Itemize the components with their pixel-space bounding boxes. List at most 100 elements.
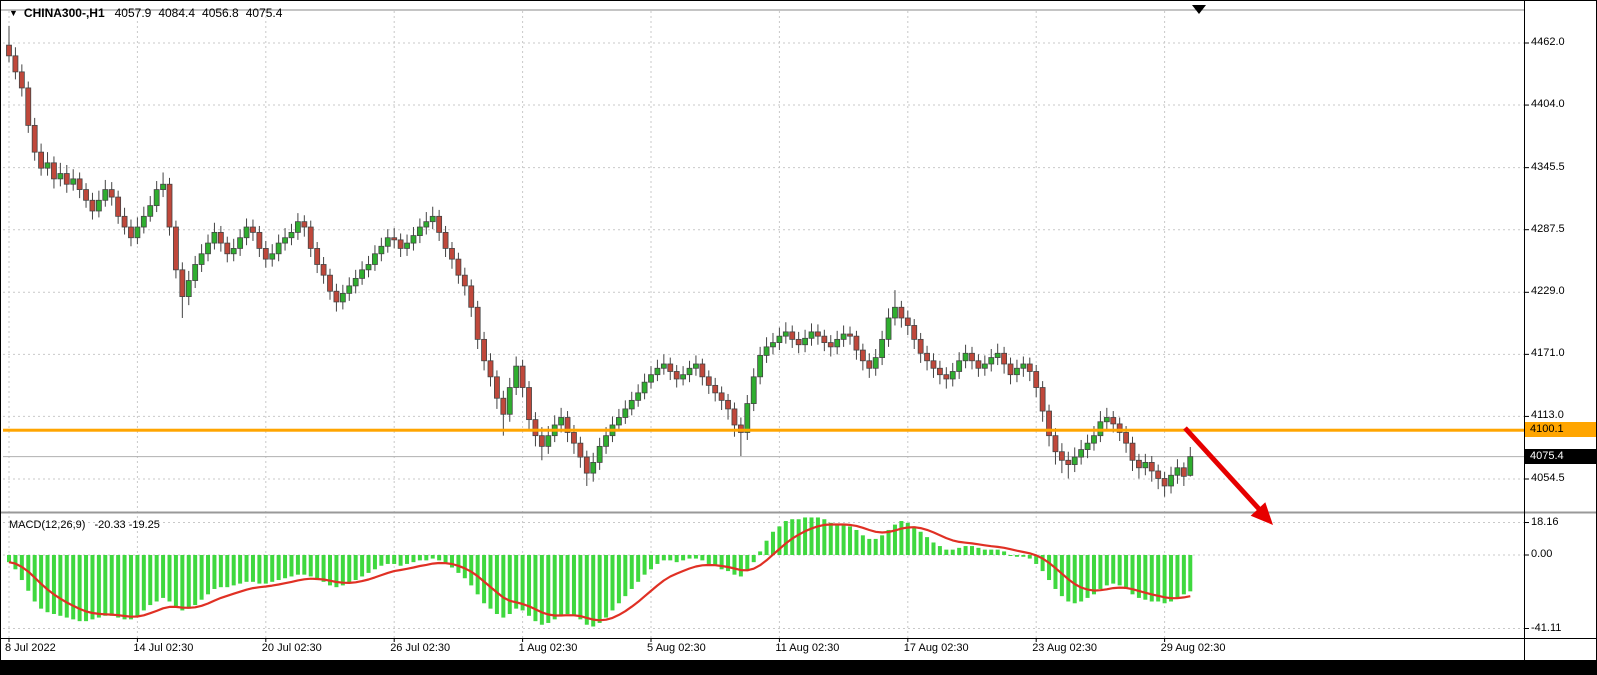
candle [1058,443,1065,474]
macd-bar [867,538,872,555]
macd-bar [109,555,114,616]
candle [847,326,853,345]
macd-bar [154,555,159,602]
macd-bar [1002,551,1007,555]
macd-bar [1111,555,1116,584]
chart-shift-marker-icon[interactable] [1192,5,1206,14]
candle [140,206,147,234]
macd-bar [417,555,422,561]
candle [128,219,134,247]
macd-bar [892,524,897,555]
candle [1071,447,1078,473]
macd-bar [308,555,313,577]
time-axis-label: 11 Aug 02:30 [775,642,840,654]
price-axis-label: 4287.5 [1531,222,1565,235]
macd-bar [668,555,673,561]
candle [705,370,712,394]
candle [789,325,796,348]
macd-bar [713,555,718,566]
macd-bar [578,555,583,620]
macd-axis-label: -41.11 [1531,621,1562,634]
macd-axis-label: 0.00 [1531,548,1553,560]
candle [1065,451,1072,479]
candle [924,345,930,371]
candle [346,277,353,301]
candle [38,143,44,176]
candle [885,308,892,347]
macd-bar [1098,555,1103,589]
candle [648,366,654,389]
candle [1187,447,1194,477]
candle [988,349,995,372]
candle [166,177,173,236]
candle [667,357,674,381]
macd-bar [148,555,153,606]
macd-bar [347,555,352,584]
macd-bar [989,549,994,555]
macd-bar [84,555,89,622]
candle [622,400,629,424]
macd-bar [1188,555,1193,592]
candle [256,225,263,257]
macd-bar [552,555,557,620]
macd-bar [58,555,63,616]
macd-bar [334,555,339,588]
macd-bar [122,555,127,620]
candle [468,279,475,317]
horizontal-line-price-badge: 4100.1 [1525,422,1596,437]
candle [904,310,911,336]
candle [384,229,391,253]
price-axis-label: 4229.0 [1531,285,1565,298]
macd-bar [745,555,750,572]
macd-bar [13,555,18,570]
horizontal-line-object[interactable] [3,428,1524,432]
macd-bar [507,555,512,615]
candle [282,228,288,251]
macd-bar [1091,555,1096,595]
time-axis-label: 8 Jul 2022 [5,642,56,654]
macd-bar [437,555,442,561]
arrow-annotation[interactable] [1183,426,1273,525]
macd-bar [353,555,358,581]
macd-signal-line [8,523,1191,622]
macd-bar [250,555,255,582]
macd-bar [905,522,910,555]
macd-bar [539,555,544,625]
candle [872,349,879,376]
macd-bar [295,555,300,575]
macd-bar [161,555,166,598]
macd-bar [225,555,230,588]
macd-bar [289,555,294,577]
candle [949,362,956,387]
candle [975,354,982,377]
candle [391,228,398,249]
macd-bar [51,555,56,615]
candle [750,368,757,412]
candle [153,181,160,213]
candle [962,344,969,369]
macd-bar [758,551,763,555]
candle [327,268,333,300]
candle [95,190,102,218]
macd-bar [527,555,532,616]
candle [969,346,975,370]
time-axis-label: 20 Jul 02:30 [261,642,322,654]
candle [1084,434,1091,459]
symbol-dropdown-icon[interactable]: ▼ [9,8,18,18]
macd-bar [809,517,814,555]
macd-bar [565,555,570,615]
candle [147,196,154,222]
candle [840,325,847,347]
candle [487,353,494,387]
candle [410,227,417,251]
candle [1142,453,1149,476]
candle [917,332,924,363]
macd-bar [193,555,198,606]
macd-bar [257,555,262,584]
candle [89,192,96,220]
macd-bar [71,555,76,620]
macd-bar [706,555,711,564]
candle [185,270,192,306]
macd-bar [64,555,69,618]
